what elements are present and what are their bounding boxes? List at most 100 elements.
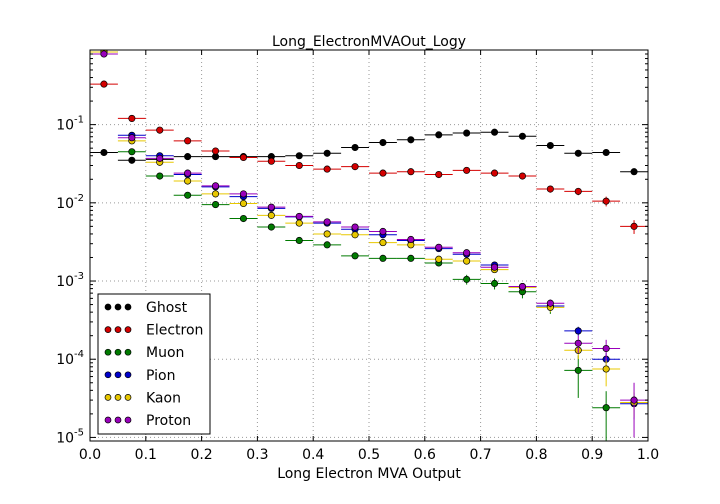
data-point: [379, 169, 387, 177]
data-point: [463, 275, 471, 283]
legend-marker: [104, 303, 112, 311]
series-ghost: [90, 128, 648, 176]
y-tick-label: 10-5: [56, 427, 84, 446]
data-point: [351, 252, 359, 260]
data-point: [184, 177, 192, 185]
legend-marker: [104, 394, 112, 401]
legend-marker: [124, 348, 132, 356]
y-tick-base: 10: [56, 118, 74, 134]
data-point: [184, 153, 192, 161]
data-point: [574, 339, 582, 347]
axis-ticks: 0.0 0.1 0.2 0.3 0.4 0.5 0.6 0.7 0.8 0.9 1.010-510-…: [56, 50, 659, 463]
data-point: [212, 147, 220, 155]
y-tick-base: 10: [56, 352, 74, 368]
legend-label: Ghost: [146, 300, 188, 316]
data-point: [239, 153, 248, 162]
data-point: [463, 249, 471, 257]
data-point: [435, 170, 443, 179]
data-point: [407, 168, 415, 176]
x-tick-label: 0.8: [525, 447, 547, 463]
data-point: [212, 182, 220, 190]
x-axis-label: Long Electron MVA Output: [277, 466, 461, 482]
data-point: [239, 214, 248, 223]
x-tick-label: 0.3: [246, 447, 268, 463]
data-point: [602, 365, 610, 373]
y-tick-exponent: -1: [74, 115, 84, 126]
data-point: [630, 396, 638, 404]
data-point: [323, 165, 331, 173]
data-point: [602, 404, 610, 412]
data-point: [602, 148, 610, 157]
data-point: [546, 299, 554, 307]
x-tick-label: 0.4: [302, 447, 324, 463]
y-tick-exponent: -2: [74, 193, 84, 204]
data-point: [490, 279, 499, 288]
y-tick-label: 10-3: [56, 271, 84, 290]
data-point: [267, 157, 275, 165]
legend-marker: [114, 348, 122, 356]
data-point: [128, 148, 136, 156]
data-point: [630, 168, 638, 176]
data-point: [184, 137, 192, 145]
data-point: [267, 203, 275, 211]
chart-title: Long_ElectronMVAOut_Logy: [272, 34, 466, 50]
data-point: [602, 197, 610, 205]
series-proton: [90, 50, 648, 438]
data-point: [212, 190, 220, 198]
data-point: [128, 134, 136, 142]
data-point: [267, 211, 275, 219]
data-point: [379, 239, 387, 247]
data-point: [463, 257, 471, 265]
data-point: [100, 50, 108, 58]
legend-entry-proton: Proton: [104, 413, 191, 429]
data-point: [574, 187, 582, 195]
legend-marker: [114, 303, 122, 311]
legend-entry-pion: Pion: [104, 368, 175, 384]
legend-entry-kaon: Kaon: [104, 390, 181, 406]
legend-marker: [124, 303, 132, 311]
y-tick-label: 10-2: [56, 193, 84, 212]
legend-marker: [114, 394, 122, 401]
data-point: [435, 255, 443, 263]
data-point: [295, 236, 303, 245]
y-tick-label: 10-4: [56, 349, 84, 368]
data-point: [574, 149, 582, 157]
legend-entry-electron: Electron: [104, 323, 203, 339]
x-tick-label: 0.9: [581, 447, 603, 463]
legend-marker: [114, 416, 122, 424]
data-point: [100, 80, 108, 88]
data-point: [574, 366, 582, 374]
data-point: [156, 172, 164, 180]
x-tick-label: 1.0: [637, 447, 659, 463]
legend-marker: [104, 326, 112, 333]
y-tick-label: 10-1: [56, 115, 84, 134]
data-point: [323, 230, 331, 238]
data-point: [435, 131, 443, 139]
y-tick-exponent: -4: [74, 349, 84, 360]
data-point: [407, 136, 415, 144]
legend-label: Electron: [146, 323, 203, 339]
data-point: [518, 282, 527, 291]
legend-label: Pion: [146, 368, 175, 384]
legend-marker: [124, 371, 132, 379]
x-tick-label: 0.5: [358, 447, 380, 463]
data-point: [267, 223, 275, 231]
data-point: [518, 132, 527, 140]
data-point: [351, 143, 359, 152]
legend-marker: [124, 394, 132, 401]
data-point: [379, 254, 387, 262]
data-point: [212, 201, 220, 209]
data-point: [351, 223, 359, 231]
data-point: [490, 263, 499, 271]
legend-marker: [104, 348, 112, 356]
legend-label: Muon: [146, 345, 184, 361]
data-point: [295, 161, 303, 170]
legend-box: [97, 293, 211, 435]
data-point: [574, 327, 582, 335]
data-point: [631, 465, 637, 471]
legend-marker: [114, 371, 122, 379]
data-point: [379, 227, 387, 236]
data-point: [128, 156, 136, 164]
